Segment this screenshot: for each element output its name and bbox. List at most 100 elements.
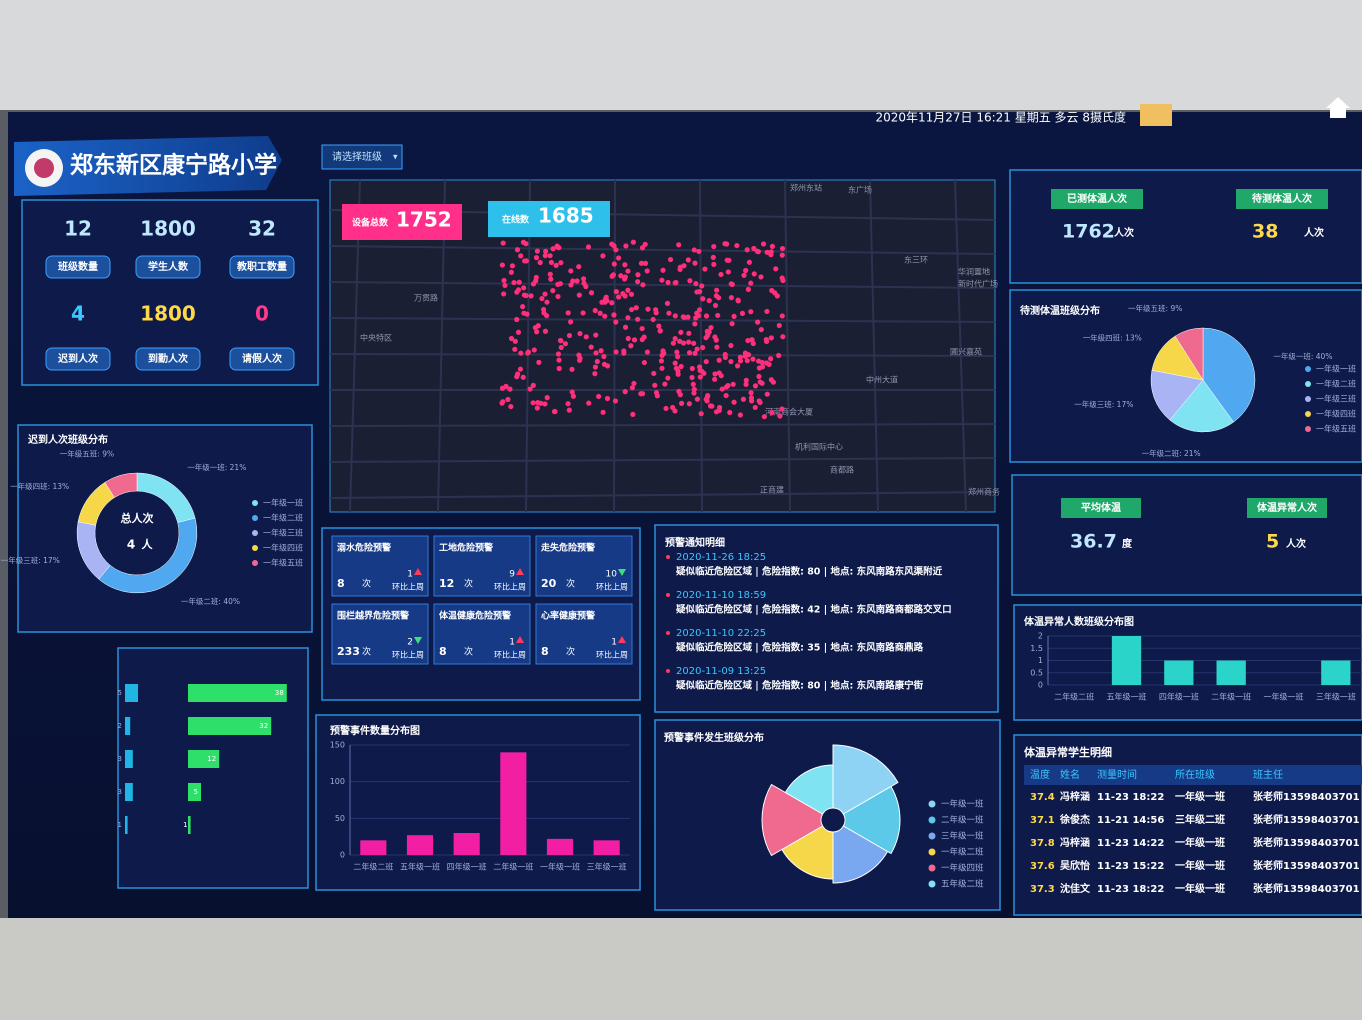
device-dot xyxy=(618,273,624,279)
device-dot xyxy=(630,239,636,245)
warning-count: 20 xyxy=(541,577,557,590)
device-dot xyxy=(500,240,506,246)
device-dot xyxy=(565,401,571,407)
slice-label: 一年级三班: 17% xyxy=(1,555,60,565)
notice-dot xyxy=(666,555,670,559)
device-dot xyxy=(687,278,693,284)
device-dot xyxy=(523,241,529,247)
legend-swatch xyxy=(928,800,936,808)
class-select[interactable] xyxy=(321,144,403,170)
slice-label: 一年级三班: 17% xyxy=(1074,399,1133,409)
device-dot xyxy=(508,269,514,275)
device-dot xyxy=(622,293,628,299)
device-dot xyxy=(633,305,639,311)
temp-unit: 度 xyxy=(1122,537,1133,550)
device-dot xyxy=(638,391,644,397)
device-dot xyxy=(640,282,646,288)
device-dot xyxy=(744,358,750,364)
chart-title: 预警事件发生班级分布 xyxy=(664,731,764,744)
temp-value: 1762 xyxy=(1062,221,1115,243)
device-dot xyxy=(768,377,774,383)
home-button[interactable] xyxy=(1326,97,1350,118)
device-dot xyxy=(672,313,678,319)
device-dot xyxy=(550,246,556,252)
map-place: 河南商会大厦 xyxy=(765,407,813,417)
device-dot xyxy=(768,252,774,258)
chart-title: 迟到人次班级分布 xyxy=(28,433,108,446)
y-tick-label: 0.5 xyxy=(1030,668,1043,677)
legend-swatch xyxy=(1305,426,1311,432)
map-place: 商都路 xyxy=(830,465,854,475)
center-label: 总人次 xyxy=(121,511,154,525)
panel xyxy=(654,524,999,713)
select-arrow[interactable]: ▾ xyxy=(393,153,398,163)
bar xyxy=(1216,660,1246,685)
center-unit: 人 xyxy=(142,537,154,551)
bar xyxy=(406,835,434,855)
device-dot xyxy=(712,302,719,309)
notice-time: 2020-11-26 18:25 xyxy=(676,552,766,563)
y-tick-label: 50 xyxy=(335,814,345,823)
warning-name: 体温健康危险预警 xyxy=(439,610,511,622)
warning-compare: 环比上周 xyxy=(494,650,526,660)
device-dot xyxy=(758,327,764,333)
device-dot xyxy=(777,413,783,419)
warning-unit: 次 xyxy=(464,578,473,590)
device-dot xyxy=(686,350,693,356)
table-header: 温度 xyxy=(1030,768,1050,781)
device-dot xyxy=(613,247,619,253)
stat-label: 教职工数量 xyxy=(236,260,287,273)
value-label: 1 xyxy=(118,821,122,829)
device-dot xyxy=(672,335,678,342)
notice-text: 疑似临近危险区域 | 危险指数: 42 | 地点: 东风南路商都路交叉口 xyxy=(676,604,952,616)
device-dot xyxy=(676,242,682,248)
y-tick-label: 100 xyxy=(330,777,345,786)
device-dot xyxy=(642,241,648,247)
total-box xyxy=(342,204,462,240)
device-dot xyxy=(677,338,683,344)
value-label: 5 xyxy=(194,788,198,796)
device-dot xyxy=(748,309,754,315)
device-dot xyxy=(776,352,782,359)
device-dot xyxy=(593,332,599,338)
device-dot xyxy=(615,255,622,261)
device-dot xyxy=(613,349,619,355)
warning-count: 8 xyxy=(541,645,549,658)
table-cell: 37.1 xyxy=(1030,815,1055,826)
device-dot xyxy=(542,291,548,297)
table-cell: 冯梓涵 xyxy=(1060,836,1090,849)
device-dot xyxy=(702,266,708,272)
device-dot xyxy=(592,364,599,370)
device-dot xyxy=(734,242,740,249)
stat-pill xyxy=(45,255,111,279)
stat-pill xyxy=(135,347,201,371)
stat-pill xyxy=(45,347,111,371)
device-dot xyxy=(585,244,592,250)
table-cell: 37.3 xyxy=(1030,884,1055,895)
map-place: 中州大道 xyxy=(866,375,898,385)
device-dot xyxy=(769,243,776,250)
x-tick-label: 五年级一班 xyxy=(400,862,440,872)
device-dot xyxy=(713,337,719,343)
device-dot xyxy=(528,293,534,299)
map-place: 东广场 xyxy=(848,185,872,195)
legend-label: 三年级一班 xyxy=(941,831,984,842)
warning-name: 走失危险预警 xyxy=(540,542,595,554)
device-dot xyxy=(514,247,521,253)
warning-compare: 环比上周 xyxy=(494,582,526,592)
device-dot xyxy=(773,266,779,272)
device-dot xyxy=(729,321,735,327)
class-select-label[interactable]: 请选择班级 xyxy=(332,150,382,163)
y-tick-label: 0 xyxy=(340,851,345,860)
legend-label: 一年级二班 xyxy=(941,847,984,858)
device-dot xyxy=(691,390,697,396)
device-dot xyxy=(631,380,637,387)
map-place: 机利国际中心 xyxy=(795,442,843,452)
device-dot xyxy=(716,357,722,363)
bar xyxy=(1164,660,1194,685)
device-dot xyxy=(625,287,631,293)
x-tick-label: 五年级一班 xyxy=(1107,692,1147,702)
device-dot xyxy=(536,359,542,365)
device-dot xyxy=(689,374,695,381)
device-dot xyxy=(556,245,562,251)
